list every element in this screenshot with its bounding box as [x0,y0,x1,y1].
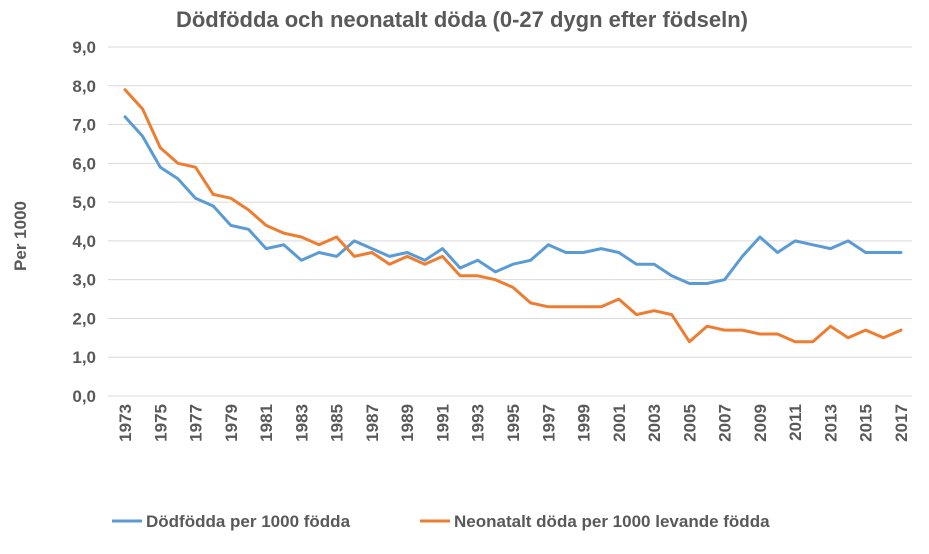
y-tick-label: 4,0 [72,232,96,251]
x-tick-label: 1999 [575,404,594,442]
x-tick-label: 2005 [680,404,699,442]
x-tick-label: 1973 [116,404,135,442]
y-axis-label: Per 1000 [11,201,30,271]
x-tick-label: 1985 [328,404,347,442]
x-tick-label: 1987 [363,404,382,442]
y-tick-label: 8,0 [72,77,96,96]
y-tick-label: 6,0 [72,154,96,173]
x-tick-label: 1995 [504,404,523,442]
x-tick-label: 2011 [786,404,805,441]
y-tick-label: 1,0 [72,348,96,367]
legend: Dödfödda per 1000 födda Neonatalt döda pe… [112,512,770,531]
x-tick-label: 1979 [222,404,241,442]
x-tick-label: 2015 [857,404,876,442]
x-tick-label: 2001 [610,404,629,442]
y-tick-label: 3,0 [72,271,96,290]
x-tick-label: 1975 [151,404,170,442]
y-tick-label: 9,0 [72,38,96,57]
x-tick-label: 1991 [433,404,452,442]
x-tick-label: 2017 [892,404,911,442]
gridlines [108,46,912,397]
x-tick-label: 1981 [257,404,276,442]
x-tick-label: 1993 [469,404,488,442]
y-tick-label: 5,0 [72,193,96,212]
x-tick-label: 1997 [539,404,558,442]
legend-label-1: Dödfödda per 1000 födda [146,512,351,531]
x-tick-label: 2007 [716,404,735,442]
x-tick-label: 1983 [292,404,311,442]
series-line-2 [123,88,903,344]
x-tick-labels: 1973 1975 1977 1979 1981 1983 1985 1987 1989 1991… [116,404,911,442]
x-tick-label: 2013 [821,404,840,442]
y-tick-labels: 0,0 1,0 2,0 3,0 4,0 5,0 6,0 7,0 8,0 9,0 [72,38,96,406]
x-tick-label: 2003 [645,404,664,442]
y-tick-label: 2,0 [72,309,96,328]
chart-title: Dödfödda och neonatalt döda (0-27 dygn e… [176,7,748,32]
legend-label-2: Neonatalt döda per 1000 levande födda [454,512,770,531]
x-tick-label: 1977 [187,404,206,442]
series-line-1 [123,115,903,285]
series-lines [123,88,903,344]
x-tick-label: 1989 [398,404,417,442]
x-tick-label: 2009 [751,404,770,442]
y-tick-label: 7,0 [72,116,96,135]
y-tick-label: 0,0 [72,387,96,406]
